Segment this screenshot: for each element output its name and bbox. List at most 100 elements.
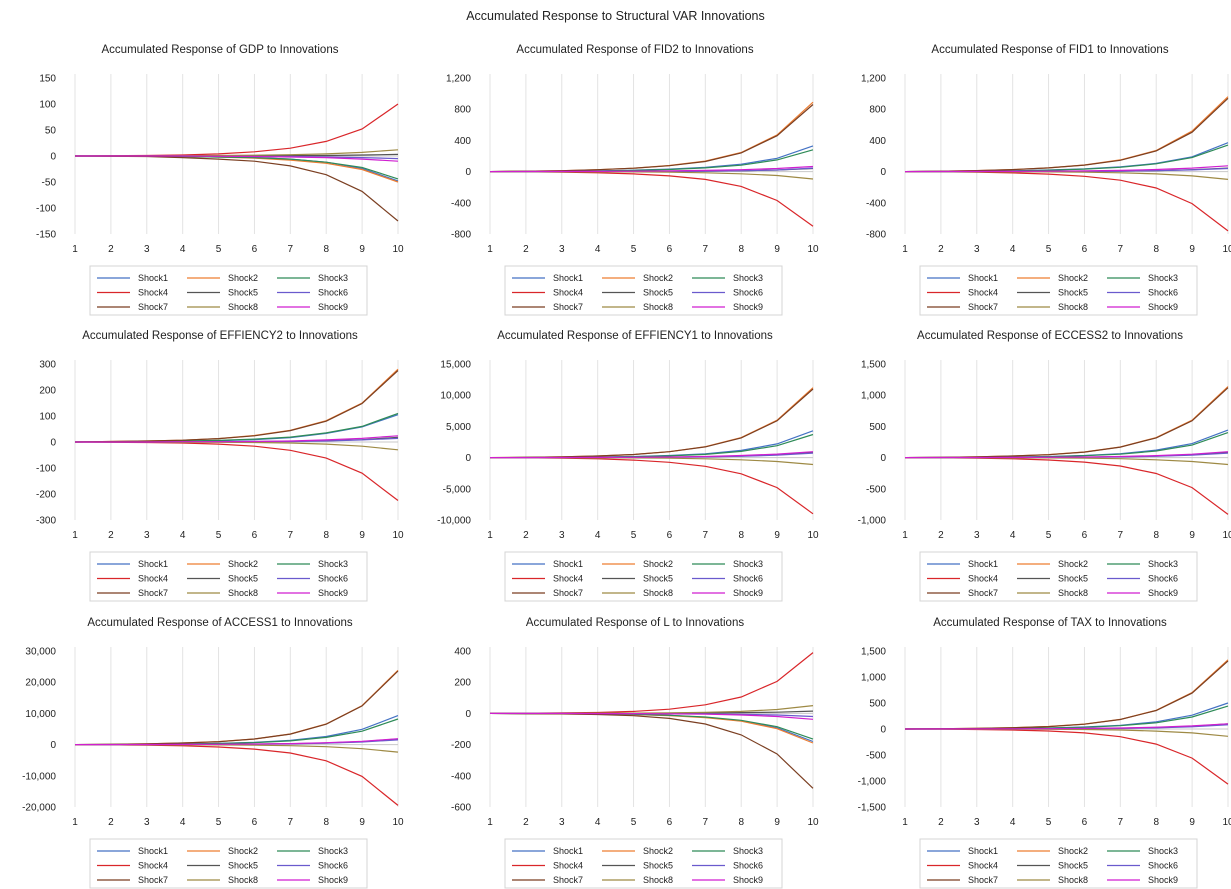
legend-label: Shock2: [643, 846, 673, 856]
x-tick-label: 4: [1010, 530, 1016, 541]
chart-title: Accumulated Response of TAX to Innovatio…: [933, 617, 1167, 629]
y-tick-label: -400: [866, 198, 886, 209]
y-tick-label: 100: [39, 412, 56, 423]
x-tick-label: 5: [631, 244, 637, 255]
legend-label: Shock9: [1148, 302, 1178, 312]
x-tick-label: 3: [559, 817, 565, 828]
legend-label: Shock7: [968, 302, 998, 312]
x-tick-label: 1: [72, 530, 78, 541]
chart-title: Accumulated Response of L to Innovations: [526, 617, 744, 629]
legend-label: Shock3: [733, 846, 763, 856]
series-line-shock4: [74, 744, 399, 806]
legend-label: Shock4: [553, 288, 583, 298]
legend-label: Shock8: [643, 302, 673, 312]
x-tick-label: 7: [703, 244, 709, 255]
legend-label: Shock7: [553, 302, 583, 312]
legend-label: Shock6: [733, 574, 763, 584]
x-tick-label: 7: [1118, 817, 1124, 828]
x-tick-label: 2: [938, 530, 944, 541]
legend-label: Shock8: [643, 875, 673, 885]
legend-label: Shock1: [138, 273, 168, 283]
y-tick-label: 200: [39, 386, 56, 397]
y-tick-label: 500: [869, 699, 886, 710]
y-tick-label: 5,000: [446, 422, 471, 433]
legend-label: Shock6: [318, 288, 348, 298]
x-tick-label: 9: [1189, 530, 1195, 541]
legend-label: Shock7: [553, 588, 583, 598]
legend-label: Shock1: [553, 559, 583, 569]
legend-label: Shock2: [1058, 559, 1088, 569]
x-tick-label: 4: [180, 244, 186, 255]
x-tick-label: 5: [216, 817, 222, 828]
legend-label: Shock6: [1148, 861, 1178, 871]
series-line-shock4: [74, 441, 399, 501]
legend-label: Shock6: [1148, 288, 1178, 298]
x-tick-label: 10: [392, 817, 404, 828]
legend-box: [504, 265, 783, 316]
series-line-shock8: [75, 441, 399, 451]
legend-label: Shock4: [138, 574, 168, 584]
x-tick-label: 8: [323, 530, 329, 541]
legend-label: Shock2: [1058, 273, 1088, 283]
x-tick-label: 7: [703, 530, 709, 541]
series-line-shock9: [904, 165, 1229, 173]
chart-panel-7: Accumulated Response of ACCESS1 to Innov…: [22, 617, 404, 889]
legend-label: Shock4: [138, 288, 168, 298]
x-tick-label: 5: [1046, 244, 1052, 255]
series-line-shock9: [75, 435, 399, 443]
x-tick-label: 2: [938, 244, 944, 255]
legend-label: Shock4: [968, 574, 998, 584]
y-tick-label: 400: [454, 136, 471, 147]
x-tick-label: 10: [807, 530, 819, 541]
legend-label: Shock9: [733, 875, 763, 885]
x-tick-label: 3: [144, 817, 150, 828]
legend-label: Shock5: [643, 288, 673, 298]
chart-title: Accumulated Response of ACCESS1 to Innov…: [87, 617, 353, 629]
series-line-shock2: [489, 712, 814, 744]
legend-label: Shock9: [733, 302, 763, 312]
legend-label: Shock4: [553, 861, 583, 871]
legend-label: Shock5: [643, 861, 673, 871]
x-tick-label: 3: [559, 244, 565, 255]
legend-label: Shock5: [1058, 574, 1088, 584]
x-tick-label: 5: [631, 817, 637, 828]
y-tick-label: 1,200: [446, 74, 471, 85]
x-tick-label: 4: [595, 817, 601, 828]
series-line-shock3: [904, 144, 1229, 173]
y-tick-label: -50: [42, 178, 57, 189]
x-tick-label: 8: [738, 530, 744, 541]
x-tick-label: 6: [1082, 244, 1088, 255]
legend-label: Shock9: [318, 588, 348, 598]
y-tick-label: -800: [866, 230, 886, 241]
x-tick-label: 10: [392, 530, 404, 541]
x-tick-label: 6: [1082, 817, 1088, 828]
x-tick-label: 6: [252, 244, 258, 255]
legend-label: Shock3: [318, 273, 348, 283]
legend-label: Shock6: [733, 861, 763, 871]
x-tick-label: 6: [667, 244, 673, 255]
y-tick-label: 400: [454, 647, 471, 658]
y-tick-label: 800: [869, 105, 886, 116]
x-tick-label: 4: [180, 817, 186, 828]
chart-title: Accumulated Response of EFFIENCY1 to Inn…: [497, 330, 773, 342]
legend-label: Shock5: [228, 574, 258, 584]
y-tick-label: 30,000: [25, 647, 56, 658]
legend-label: Shock9: [318, 302, 348, 312]
x-tick-label: 8: [323, 817, 329, 828]
x-tick-label: 1: [72, 817, 78, 828]
legend-label: Shock1: [553, 846, 583, 856]
legend-label: Shock8: [228, 875, 258, 885]
y-tick-label: 1,000: [861, 673, 886, 684]
legend-label: Shock8: [1058, 875, 1088, 885]
x-tick-label: 6: [1082, 530, 1088, 541]
x-tick-label: 3: [974, 530, 980, 541]
legend-label: Shock2: [228, 273, 258, 283]
figure-title: Accumulated Response to Structural VAR I…: [466, 9, 765, 23]
y-tick-label: 0: [465, 709, 471, 720]
series-line-shock9: [75, 738, 399, 746]
x-tick-label: 10: [807, 817, 819, 828]
y-tick-label: -20,000: [22, 803, 56, 814]
y-tick-label: 15,000: [440, 360, 471, 371]
legend-label: Shock1: [968, 559, 998, 569]
legend-label: Shock1: [138, 559, 168, 569]
